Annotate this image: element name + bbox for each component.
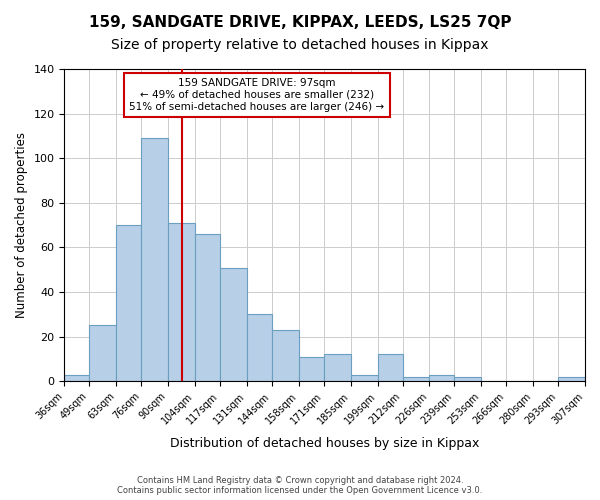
Y-axis label: Number of detached properties: Number of detached properties (15, 132, 28, 318)
Bar (141, 138, 168, 382)
Bar (168, 223, 195, 382)
Bar (377, 354, 403, 382)
X-axis label: Distribution of detached houses by size in Kippax: Distribution of detached houses by size … (170, 437, 479, 450)
Bar (220, 268, 247, 382)
Text: 159, SANDGATE DRIVE, KIPPAX, LEEDS, LS25 7QP: 159, SANDGATE DRIVE, KIPPAX, LEEDS, LS25… (89, 15, 511, 30)
Bar (64, 374, 89, 382)
Bar (195, 234, 220, 382)
Bar (324, 354, 350, 382)
Text: Size of property relative to detached houses in Kippax: Size of property relative to detached ho… (111, 38, 489, 52)
Text: Contains HM Land Registry data © Crown copyright and database right 2024.
Contai: Contains HM Land Registry data © Crown c… (118, 476, 482, 495)
Bar (116, 225, 141, 382)
Bar (403, 377, 430, 382)
Bar (454, 377, 481, 382)
Bar (430, 374, 454, 382)
Bar (558, 377, 585, 382)
Bar (272, 330, 299, 382)
Bar (350, 374, 377, 382)
Bar (299, 356, 324, 382)
Text: 159 SANDGATE DRIVE: 97sqm
← 49% of detached houses are smaller (232)
51% of semi: 159 SANDGATE DRIVE: 97sqm ← 49% of detac… (130, 78, 385, 112)
Bar (247, 314, 272, 382)
Bar (89, 326, 116, 382)
